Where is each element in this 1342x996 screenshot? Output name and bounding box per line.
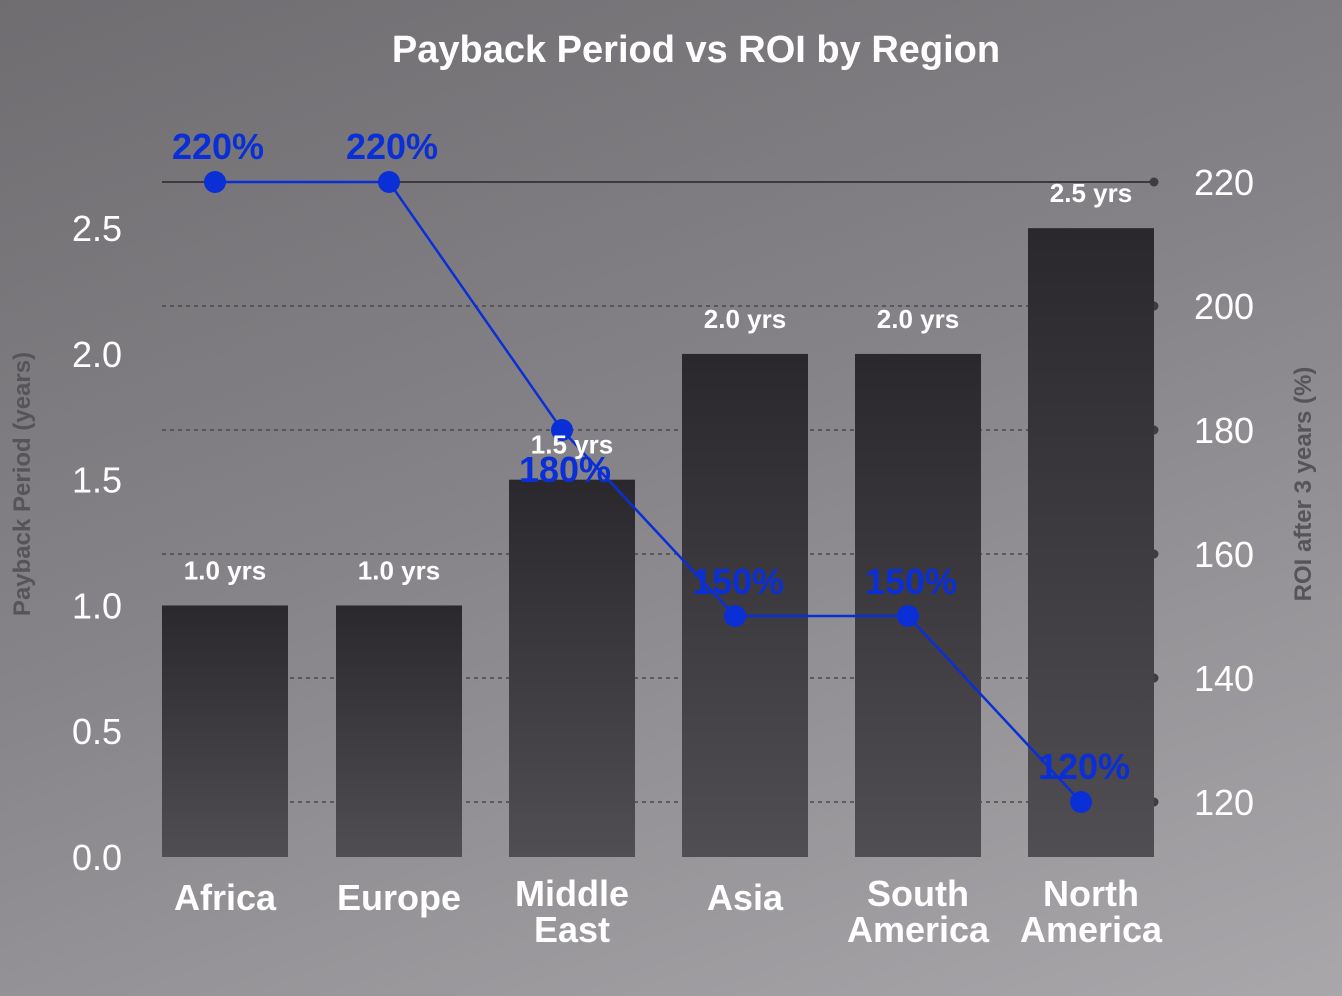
roi-point <box>378 171 400 193</box>
y-left-tick-label: 1.5 <box>72 460 122 501</box>
roi-point <box>1070 791 1092 813</box>
chart-title: Payback Period vs ROI by Region <box>392 29 1000 71</box>
y-right-tick-label: 180 <box>1194 410 1254 451</box>
bar <box>682 353 808 857</box>
roi-value-label: 150% <box>692 561 784 602</box>
x-tick-label: South America <box>847 873 990 950</box>
axes: Payback Period (years) ROI after 3 years… <box>9 162 1317 950</box>
y-right-tick-label: 140 <box>1194 658 1254 699</box>
bars <box>162 228 1154 858</box>
roi-value-label: 150% <box>865 561 957 602</box>
bar <box>509 479 635 857</box>
bar-value-label: 2.0 yrs <box>877 304 959 334</box>
roi-point <box>204 171 226 193</box>
y-right-axis-title: ROI after 3 years (%) <box>1290 367 1317 602</box>
bar-value-label: 1.0 yrs <box>184 555 266 585</box>
bar <box>162 605 288 857</box>
roi-value-label: 220% <box>172 126 264 167</box>
y-right-tick-label: 200 <box>1194 286 1254 327</box>
roi-point <box>897 605 919 627</box>
y-right-tick-label: 120 <box>1194 782 1254 823</box>
roi-point <box>724 605 746 627</box>
x-tick-label: Middle East <box>515 873 629 950</box>
x-tick-label: Asia <box>707 877 784 918</box>
y-left-tick-label: 1.0 <box>72 585 122 626</box>
y-left-tick-label: 0.5 <box>72 711 122 752</box>
x-tick-label: Europe <box>337 877 461 918</box>
y-left-tick-label: 0.0 <box>72 837 122 878</box>
right-tick-mark <box>1149 177 1159 187</box>
bar <box>855 353 981 857</box>
x-tick-label: Africa <box>174 877 277 918</box>
roi-value-label: 120% <box>1038 746 1130 787</box>
grid-lines <box>162 177 1159 807</box>
roi-polyline <box>215 180 1082 803</box>
roi-point <box>551 419 573 441</box>
roi-line <box>204 171 1092 813</box>
bar-value-label: 1.0 yrs <box>358 555 440 585</box>
y-left-tick-label: 2.5 <box>72 208 122 249</box>
bar-value-label: 2.0 yrs <box>704 304 786 334</box>
bar-value-label: 2.5 yrs <box>1050 178 1132 208</box>
y-right-tick-label: 160 <box>1194 534 1254 575</box>
x-tick-label: North America <box>1020 873 1163 950</box>
bar-value-label: 1.5 yrs <box>531 430 613 460</box>
bar <box>1028 228 1154 858</box>
data-labels: 1.0 yrs 1.0 yrs 1.5 yrs 2.0 yrs 2.0 yrs 2.5 y… <box>172 126 1132 787</box>
y-left-axis-title: Payback Period (years) <box>9 352 36 616</box>
roi-value-label: 180% <box>519 449 611 490</box>
roi-value-label: 220% <box>346 126 438 167</box>
bar <box>336 605 462 857</box>
y-right-tick-label: 220 <box>1194 162 1254 203</box>
y-left-tick-label: 2.0 <box>72 334 122 375</box>
